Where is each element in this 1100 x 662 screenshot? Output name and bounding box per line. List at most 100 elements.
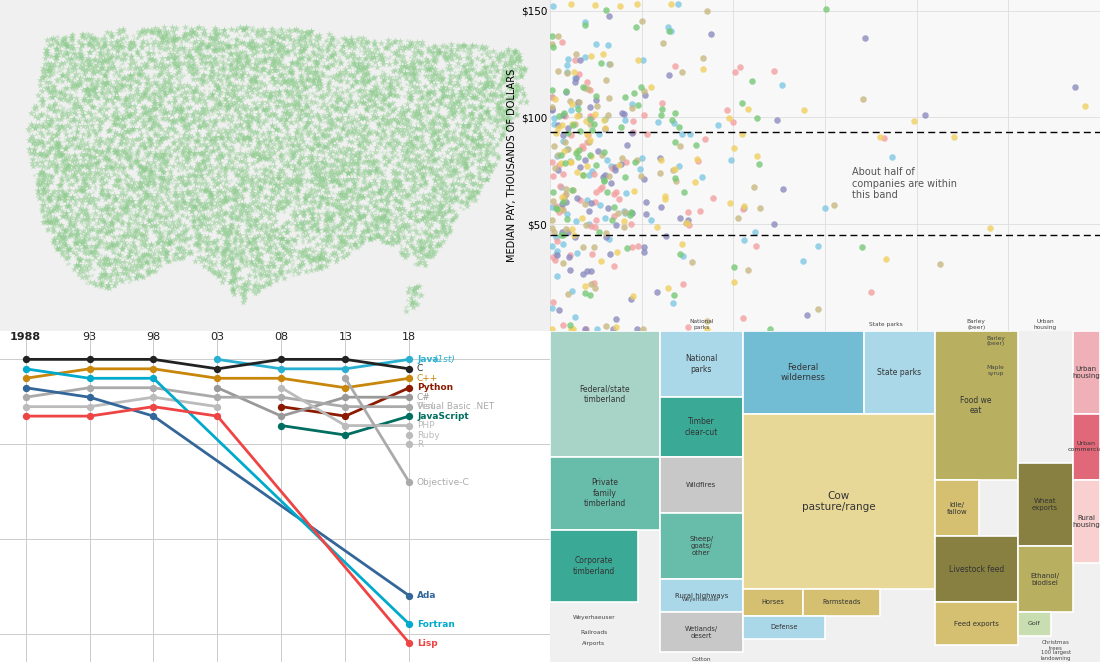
Point — [60, 161, 78, 171]
Point — [231, 120, 249, 130]
Point — [28, 161, 45, 171]
Point — [504, 57, 521, 68]
Point — [84, 270, 101, 281]
Point — [270, 195, 287, 205]
Point — [217, 101, 234, 111]
Point — [448, 150, 465, 160]
Point — [275, 102, 293, 113]
Point — [190, 177, 208, 188]
Point — [367, 222, 385, 233]
Point — [72, 203, 89, 213]
Point — [91, 225, 109, 236]
Point — [152, 164, 169, 175]
Point — [243, 234, 261, 244]
Point — [260, 210, 277, 220]
Point — [86, 243, 103, 254]
Point — [355, 68, 373, 78]
Point — [161, 146, 178, 156]
Point — [416, 209, 433, 219]
Point — [135, 251, 153, 261]
Point — [379, 214, 397, 225]
Point — [398, 244, 416, 255]
Point — [81, 153, 99, 164]
Point — [80, 73, 98, 84]
Point — [103, 244, 121, 254]
Point — [350, 58, 367, 69]
Point — [375, 126, 393, 136]
Point — [132, 129, 150, 140]
Point — [409, 104, 427, 115]
Point — [478, 134, 496, 145]
Point — [574, 142, 592, 153]
Point — [342, 242, 360, 252]
Point — [326, 46, 343, 57]
Point — [182, 101, 199, 112]
Point — [358, 63, 375, 73]
Point — [163, 226, 180, 236]
Point — [798, 310, 815, 320]
Point — [252, 114, 270, 124]
Point — [175, 114, 192, 124]
Point — [48, 157, 66, 167]
Point — [73, 184, 90, 195]
Point — [443, 179, 461, 190]
Point — [130, 77, 147, 88]
Point — [192, 215, 210, 226]
Point — [322, 193, 340, 203]
Point — [286, 42, 304, 52]
Point — [81, 258, 99, 269]
Point — [433, 211, 451, 222]
Point — [114, 183, 132, 194]
Point — [393, 118, 410, 128]
Point — [314, 129, 331, 140]
Point — [305, 77, 322, 88]
Point — [267, 168, 285, 179]
Point — [662, 115, 680, 125]
Point — [385, 48, 403, 59]
Point — [613, 122, 630, 132]
Point — [190, 122, 208, 132]
Point — [309, 140, 327, 150]
Point — [173, 187, 190, 197]
Point — [207, 257, 224, 267]
Point — [334, 235, 352, 246]
Point — [450, 101, 468, 112]
Point — [99, 280, 117, 291]
Point — [243, 226, 261, 236]
Point — [198, 208, 216, 218]
Point — [80, 181, 98, 192]
Point — [354, 227, 372, 238]
Point — [472, 101, 490, 112]
Point — [231, 29, 249, 40]
Point — [258, 40, 276, 50]
Point — [132, 154, 150, 165]
Point — [249, 65, 266, 75]
Point — [79, 131, 97, 142]
Point — [57, 222, 75, 233]
Point — [26, 102, 44, 113]
Point — [499, 123, 517, 134]
Point — [243, 125, 261, 136]
Point — [230, 124, 248, 135]
Point — [53, 175, 70, 186]
Point — [549, 204, 566, 214]
Point — [151, 129, 168, 140]
Point — [36, 163, 54, 173]
Point — [343, 164, 361, 175]
Point — [337, 129, 354, 140]
Point — [367, 217, 385, 228]
Point — [382, 87, 399, 97]
Point — [113, 216, 131, 227]
Point — [197, 177, 215, 188]
Point — [74, 238, 91, 248]
Point — [350, 138, 367, 148]
Point — [324, 218, 342, 228]
Point — [85, 278, 102, 289]
Point — [408, 72, 426, 83]
Point — [147, 198, 165, 209]
Point — [390, 71, 408, 82]
Point — [605, 189, 623, 199]
Point — [119, 252, 136, 262]
Point — [180, 200, 198, 211]
Point — [123, 71, 141, 81]
